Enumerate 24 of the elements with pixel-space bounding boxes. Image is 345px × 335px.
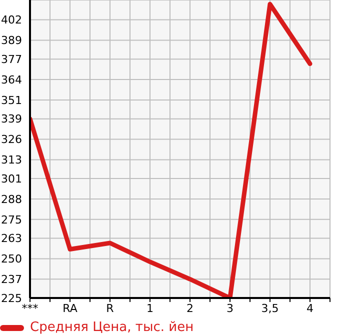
y-tick-label: 313 bbox=[1, 154, 22, 167]
legend-label: Средняя Цена, тыс. йен bbox=[30, 320, 194, 335]
y-tick-label: 250 bbox=[1, 252, 22, 266]
y-tick-label: 288 bbox=[1, 192, 22, 206]
y-tick-label: 263 bbox=[1, 232, 22, 246]
y-tick-label: 237 bbox=[1, 273, 22, 286]
y-tick-label: 364 bbox=[1, 73, 22, 86]
y-tick-label: 389 bbox=[1, 34, 22, 48]
x-tick-label: 1 bbox=[146, 302, 154, 315]
y-tick-label: 301 bbox=[1, 172, 22, 186]
x-tick-label: *** bbox=[22, 302, 39, 315]
y-tick-label: 275 bbox=[1, 213, 22, 226]
y-tick-label: 339 bbox=[1, 112, 22, 126]
y-tick-label: 225 bbox=[1, 292, 22, 305]
y-tick-label: 402 bbox=[1, 14, 22, 27]
x-tick-label: 4 bbox=[306, 302, 314, 315]
x-tick-label: RA bbox=[62, 302, 78, 315]
x-tick-label: 3 bbox=[226, 302, 234, 315]
y-tick-label: 377 bbox=[1, 53, 22, 66]
x-tick-label: 2 bbox=[186, 302, 194, 315]
y-tick-label: 351 bbox=[1, 94, 22, 107]
y-tick-label: 326 bbox=[1, 133, 22, 146]
x-tick-label: 3,5 bbox=[261, 302, 279, 315]
x-tick-label: R bbox=[106, 302, 114, 315]
